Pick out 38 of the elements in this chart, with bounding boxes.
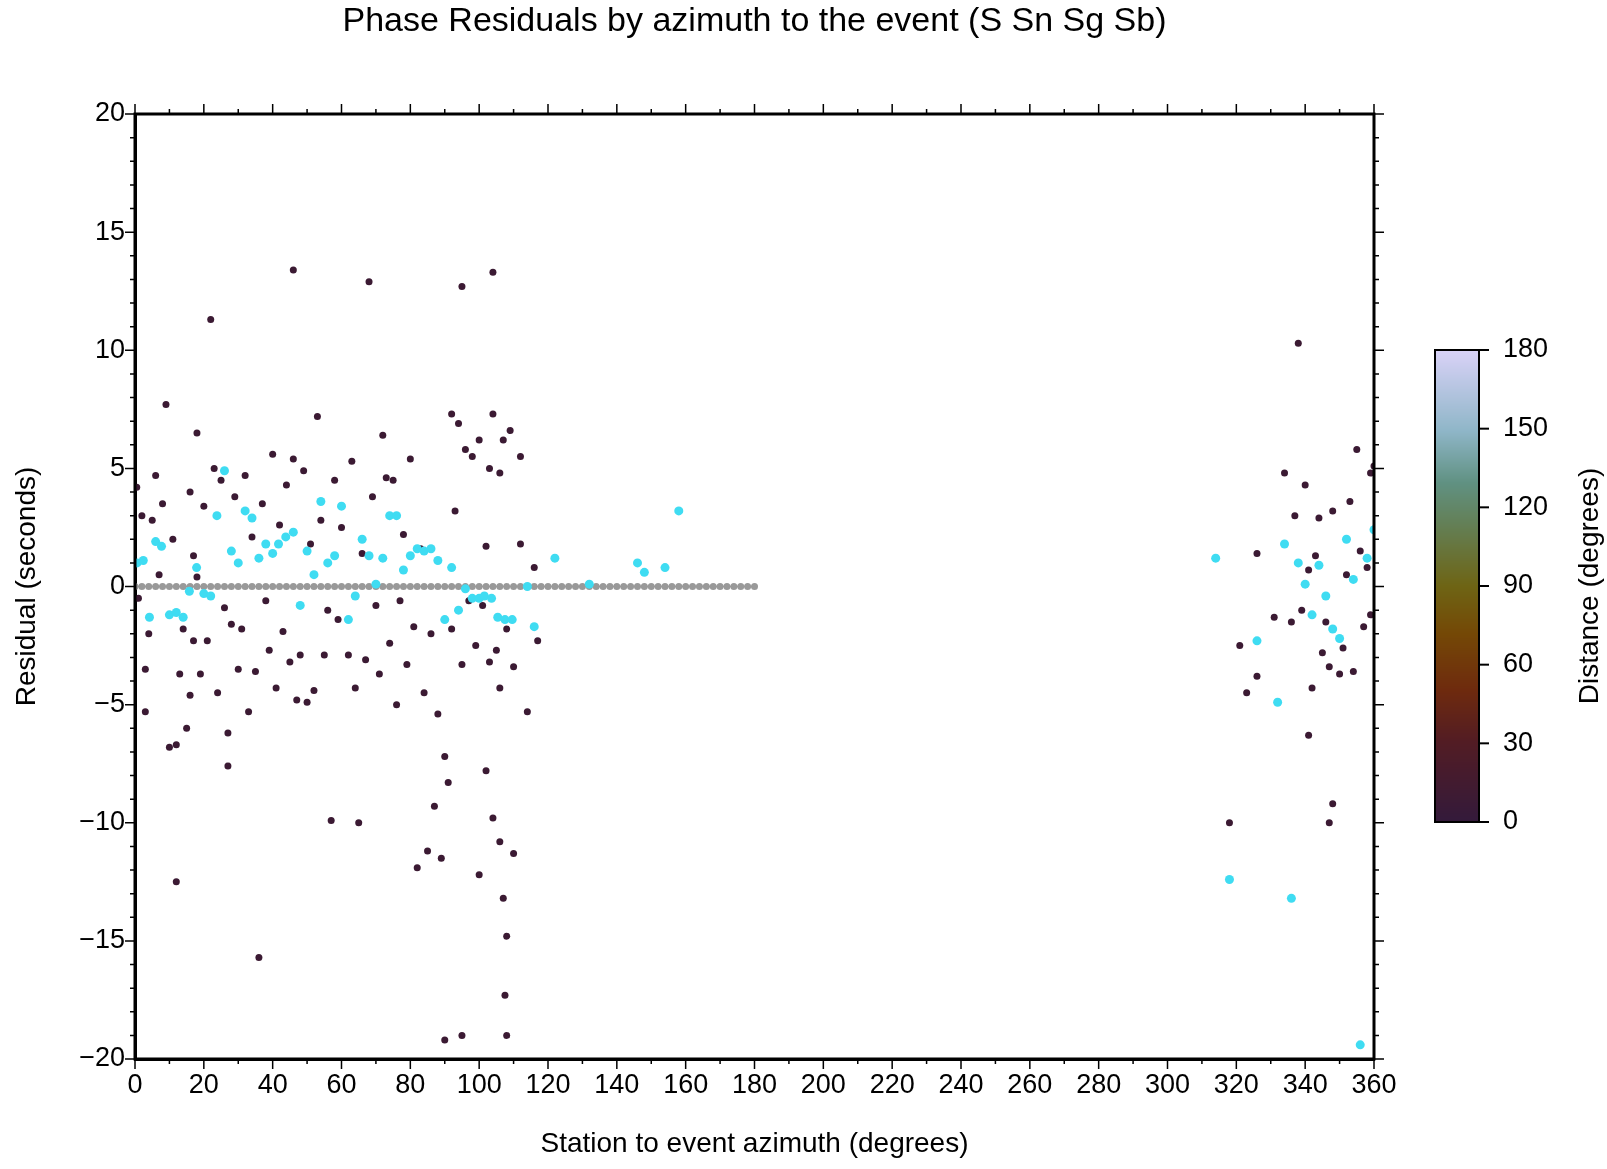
- y-tick-label: 0: [109, 569, 125, 600]
- y-tick-label: −15: [79, 924, 125, 955]
- x-tick-label: 300: [1144, 1068, 1191, 1099]
- x-tick-label: 120: [525, 1068, 571, 1099]
- y-tick-label: −5: [94, 688, 125, 719]
- chart-title: Phase Residuals by azimuth to the event (S Sn Sg Sb): [342, 0, 1167, 39]
- y-axis-title: Residual (seconds): [9, 466, 41, 707]
- color-bar-label: 120: [1503, 490, 1549, 521]
- x-tick-label: 140: [594, 1068, 640, 1099]
- x-tick-label: 60: [326, 1068, 357, 1099]
- x-tick-label: 220: [869, 1068, 915, 1099]
- color-bar-label: 30: [1503, 726, 1534, 757]
- y-tick-label: 10: [94, 333, 125, 364]
- color-bar-title: Distance (degrees): [1572, 467, 1604, 705]
- x-tick-label: 100: [456, 1068, 502, 1099]
- x-tick-label: 200: [800, 1068, 846, 1099]
- y-tick-label: 15: [94, 215, 125, 246]
- color-bar-label: 60: [1503, 648, 1534, 679]
- y-tick-label: 20: [94, 97, 125, 128]
- x-tick-label: 240: [938, 1068, 984, 1099]
- x-tick-label: 40: [257, 1068, 288, 1099]
- y-tick-label: −20: [79, 1042, 125, 1073]
- x-tick-label: 160: [663, 1068, 709, 1099]
- y-tick-label: −10: [79, 806, 125, 837]
- color-bar-label: 90: [1503, 569, 1534, 600]
- color-bar-label: 150: [1503, 412, 1549, 443]
- x-tick-label: 360: [1351, 1068, 1397, 1099]
- x-tick-label: 280: [1076, 1068, 1122, 1099]
- x-tick-label: 180: [731, 1068, 778, 1099]
- x-tick-label: 80: [395, 1068, 426, 1099]
- x-tick-label: 260: [1007, 1068, 1053, 1099]
- y-tick-label: 5: [109, 451, 125, 482]
- color-bar-label: 180: [1503, 333, 1549, 364]
- x-tick-label: 340: [1282, 1068, 1328, 1099]
- color-bar-label: 0: [1503, 805, 1519, 836]
- x-tick-label: 20: [188, 1068, 219, 1099]
- x-axis-title: Station to event azimuth (degrees): [540, 1126, 969, 1158]
- x-tick-label: 320: [1213, 1068, 1259, 1099]
